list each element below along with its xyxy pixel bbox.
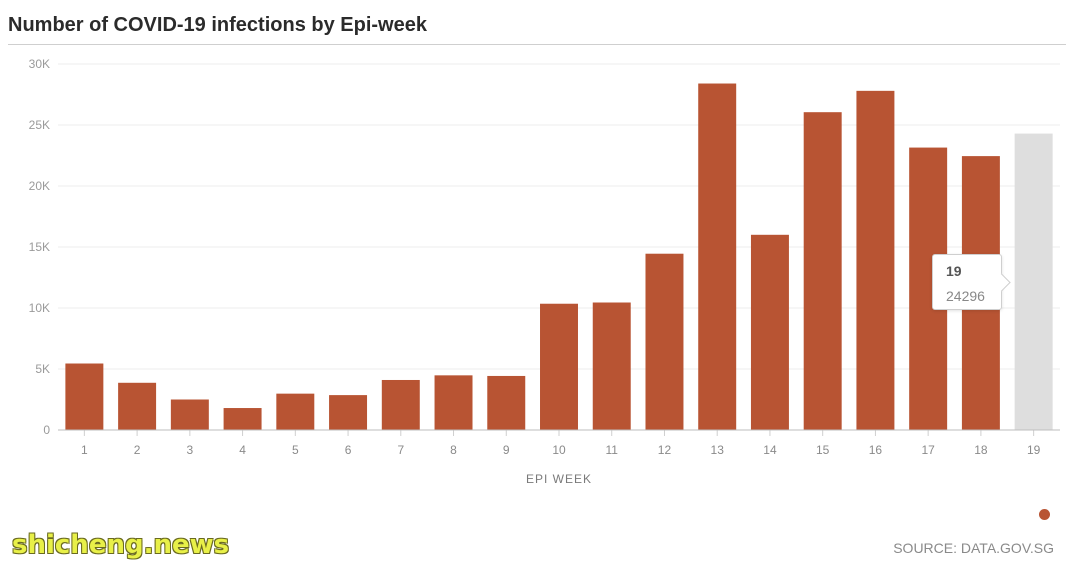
x-tick-label: 13: [711, 443, 725, 457]
x-tick-label: 1: [81, 443, 88, 457]
tooltip-week: 19: [946, 263, 962, 279]
bar[interactable]: [750, 234, 789, 430]
x-tick-label: 19: [1027, 443, 1041, 457]
bar[interactable]: [540, 303, 578, 430]
y-tick-label: 15K: [29, 240, 50, 254]
y-tick-label: 10K: [29, 301, 50, 315]
x-tick-label: 9: [503, 443, 510, 457]
bar[interactable]: [487, 375, 526, 430]
x-tick-label: 7: [397, 443, 404, 457]
x-tick-label: 12: [658, 443, 672, 457]
bar[interactable]: [1014, 133, 1053, 430]
bar[interactable]: [803, 112, 842, 430]
y-tick-label: 5K: [35, 362, 50, 376]
watermark: shicheng.news: [12, 530, 230, 560]
x-tick-label: 8: [450, 443, 457, 457]
x-tick-label: 18: [974, 443, 988, 457]
bar[interactable]: [223, 408, 262, 430]
y-tick-label: 0: [43, 423, 50, 437]
bar[interactable]: [381, 379, 420, 430]
y-tick-label: 30K: [29, 57, 50, 71]
x-tick-label: 14: [763, 443, 777, 457]
y-tick-label: 20K: [29, 179, 50, 193]
x-tick-label: 15: [816, 443, 830, 457]
bar[interactable]: [276, 393, 315, 430]
chart-title: Number of COVID-19 infections by Epi-wee…: [8, 14, 427, 36]
x-tick-label: 11: [606, 443, 619, 457]
x-tick-label: 3: [186, 443, 193, 457]
y-tick-label: 25K: [29, 118, 50, 132]
bar[interactable]: [170, 399, 209, 431]
bar[interactable]: [645, 253, 684, 430]
title-divider: [8, 44, 1066, 45]
x-axis-label: EPI WEEK: [526, 472, 592, 486]
x-tick-label: 17: [921, 443, 935, 457]
bar[interactable]: [329, 395, 368, 430]
legend-dot-icon[interactable]: [1039, 509, 1050, 520]
source-label: SOURCE: DATA.GOV.SG: [893, 540, 1054, 556]
bar[interactable]: [434, 375, 473, 430]
bar[interactable]: [592, 302, 631, 430]
x-tick-label: 4: [239, 443, 246, 457]
x-tick-label: 10: [552, 443, 566, 457]
bar[interactable]: [856, 90, 895, 430]
x-tick-label: 5: [292, 443, 299, 457]
bar[interactable]: [118, 382, 157, 430]
bar-tooltip: 19 24296: [932, 254, 1002, 310]
x-tick-label: 6: [345, 443, 352, 457]
bar[interactable]: [65, 363, 104, 430]
x-tick-label: 2: [134, 443, 141, 457]
tooltip-value: 24296: [946, 288, 985, 304]
bar[interactable]: [698, 83, 737, 431]
x-tick-label: 16: [869, 443, 883, 457]
